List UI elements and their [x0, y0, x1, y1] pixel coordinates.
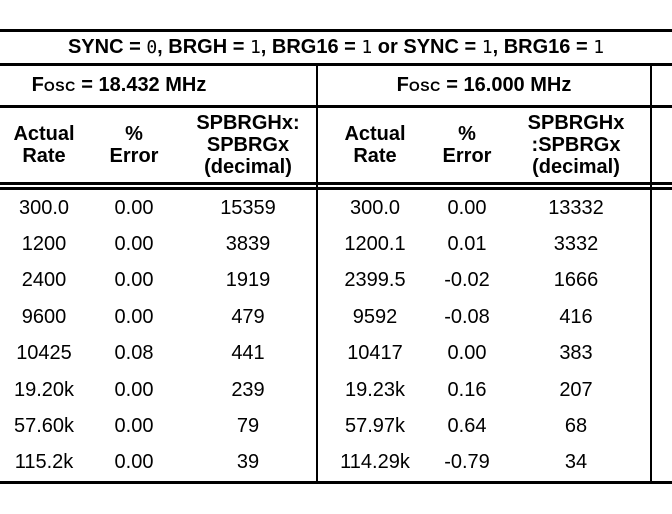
table-cell: 1200.1: [344, 233, 406, 256]
table-cell: 39: [180, 444, 318, 482]
table-cell: 239: [180, 371, 318, 409]
table-cell: 2399.5: [344, 269, 406, 292]
table-cell: 416: [502, 299, 652, 336]
condition-text: SYNC = 0, BRGH = 1, BRG16 = 1 or SYNC = …: [68, 36, 604, 58]
table-cell: 19.23k: [344, 378, 406, 401]
table-stub: [652, 372, 672, 408]
condition-value: 1: [481, 37, 493, 58]
table-cell: 1200: [21, 233, 67, 256]
column-header-row: Actual Rate% Error SPBRGHx: SPBRGx (decimal) A…: [0, 108, 672, 185]
table-cell: 0.00: [114, 378, 154, 401]
table-stub: [652, 263, 672, 299]
condition-label: SYNC =: [67, 36, 147, 58]
table-row: 300.0 0.00 15359 300.0 0.00 13332: [0, 190, 672, 227]
condition-value: 1: [249, 37, 261, 58]
rule-segment: [318, 185, 652, 187]
table-cell: 0.16: [447, 378, 487, 401]
table-cell: 9592: [352, 305, 398, 328]
table-cell: 79: [180, 408, 318, 445]
table-cell: 0.00: [447, 342, 487, 365]
table-cell: -0.08: [444, 305, 490, 328]
table-body: 300.0 0.00 15359 300.0 0.00 13332 1200 0.00 3839…: [0, 190, 672, 485]
table-stub: [652, 190, 672, 226]
table-cell: 19.20k: [13, 378, 75, 401]
column-header: SPBRGHx:SPBRGx(decimal): [502, 108, 652, 182]
table-cell: 15359: [180, 190, 318, 227]
table-row: 9600 0.00 479 9592 -0.08 416: [0, 299, 672, 336]
table-cell: 9600: [21, 305, 67, 328]
table-row: 10425 0.08 441 10417 0.00 383: [0, 335, 672, 372]
table-cell: 0.01: [447, 233, 487, 256]
table-stub: [652, 445, 672, 481]
table-cell: 1666: [502, 262, 652, 300]
table-cell: 0.08: [114, 342, 154, 365]
table-row: 57.60k 0.00 79 57.97k 0.64 68: [0, 408, 672, 445]
table-cell: 68: [502, 408, 652, 445]
fosc-label: FOSC = 16.000 MHz: [396, 74, 572, 96]
table-stub: [652, 108, 672, 182]
table-stub: [652, 299, 672, 335]
table-cell: 57.60k: [13, 415, 75, 438]
table-cell: -0.02: [444, 269, 490, 292]
table-stub: [652, 226, 672, 262]
table-cell: 1919: [180, 262, 318, 300]
table-cell: 10425: [16, 342, 72, 365]
table-row: 1200 0.00 3839 1200.1 0.01 3332: [0, 226, 672, 263]
table-cell: 13332: [502, 190, 652, 227]
fosc-group-header-16000: FOSC = 16.000 MHz: [318, 66, 652, 105]
table-cell: 300.0: [349, 196, 401, 219]
fosc-label: FOSC = 18.432 MHz: [31, 74, 207, 96]
table-cell: 479: [180, 299, 318, 336]
table-cell: 57.97k: [344, 415, 406, 438]
column-header: % Error: [109, 123, 159, 167]
table-cell: 34: [502, 444, 652, 482]
table-cell: 10417: [347, 342, 403, 365]
table-cell: 441: [180, 335, 318, 372]
table-cell: -0.79: [444, 451, 490, 474]
table-row: 115.2k 0.00 39 114.29k -0.79 34: [0, 444, 672, 482]
table-cell: 383: [502, 335, 652, 372]
table-stub: [652, 66, 672, 105]
condition-label: , BRG16 =: [492, 36, 594, 58]
condition-label: or SYNC =: [372, 36, 482, 58]
table-row: 19.20k 0.00 239 19.23k 0.16 207: [0, 371, 672, 409]
double-rule-gap: [0, 185, 672, 190]
table-cell: 2400: [21, 269, 67, 292]
condition-value: 1: [593, 37, 605, 58]
column-header: Actual Rate: [344, 123, 406, 167]
condition-value: 1: [361, 37, 373, 58]
table-cell: 0.00: [447, 196, 487, 219]
table-cell: 0.00: [114, 305, 154, 328]
column-header: SPBRGHx:SPBRGx(decimal): [180, 108, 318, 182]
condition-label: , BRG16 =: [260, 36, 362, 58]
table-cell: 0.00: [114, 196, 154, 219]
baud-rate-table: SYNC = 0, BRGH = 1, BRG16 = 1 or SYNC = …: [0, 29, 672, 485]
table-row: 2400 0.00 1919 2399.5 -0.02 1666: [0, 262, 672, 300]
fosc-header-row: FOSC = 18.432 MHz FOSC = 16.000 MHz: [0, 66, 672, 108]
rule-segment: [0, 185, 318, 187]
table-cell: 3332: [502, 226, 652, 263]
table-cell: 0.00: [114, 451, 154, 474]
condition-label: , BRGH =: [157, 36, 250, 58]
condition-value: 0: [146, 37, 158, 58]
column-header: Actual Rate: [13, 123, 75, 167]
table-cell: 0.00: [114, 415, 154, 438]
table-cell: 3839: [180, 226, 318, 263]
table-cell: 300.0: [18, 196, 70, 219]
table-cell: 207: [502, 371, 652, 409]
table-condition-header: SYNC = 0, BRGH = 1, BRG16 = 1 or SYNC = …: [0, 29, 672, 66]
table-cell: 0.64: [447, 415, 487, 438]
table-stub: [652, 408, 672, 444]
table-stub: [652, 336, 672, 372]
table-cell: 0.00: [114, 233, 154, 256]
table-stub: [652, 185, 672, 187]
table-cell: 114.29k: [340, 451, 410, 474]
column-header: % Error: [442, 123, 492, 167]
fosc-group-header-18432: FOSC = 18.432 MHz: [0, 66, 318, 105]
table-cell: 115.2k: [14, 451, 74, 474]
table-cell: 0.00: [114, 269, 154, 292]
